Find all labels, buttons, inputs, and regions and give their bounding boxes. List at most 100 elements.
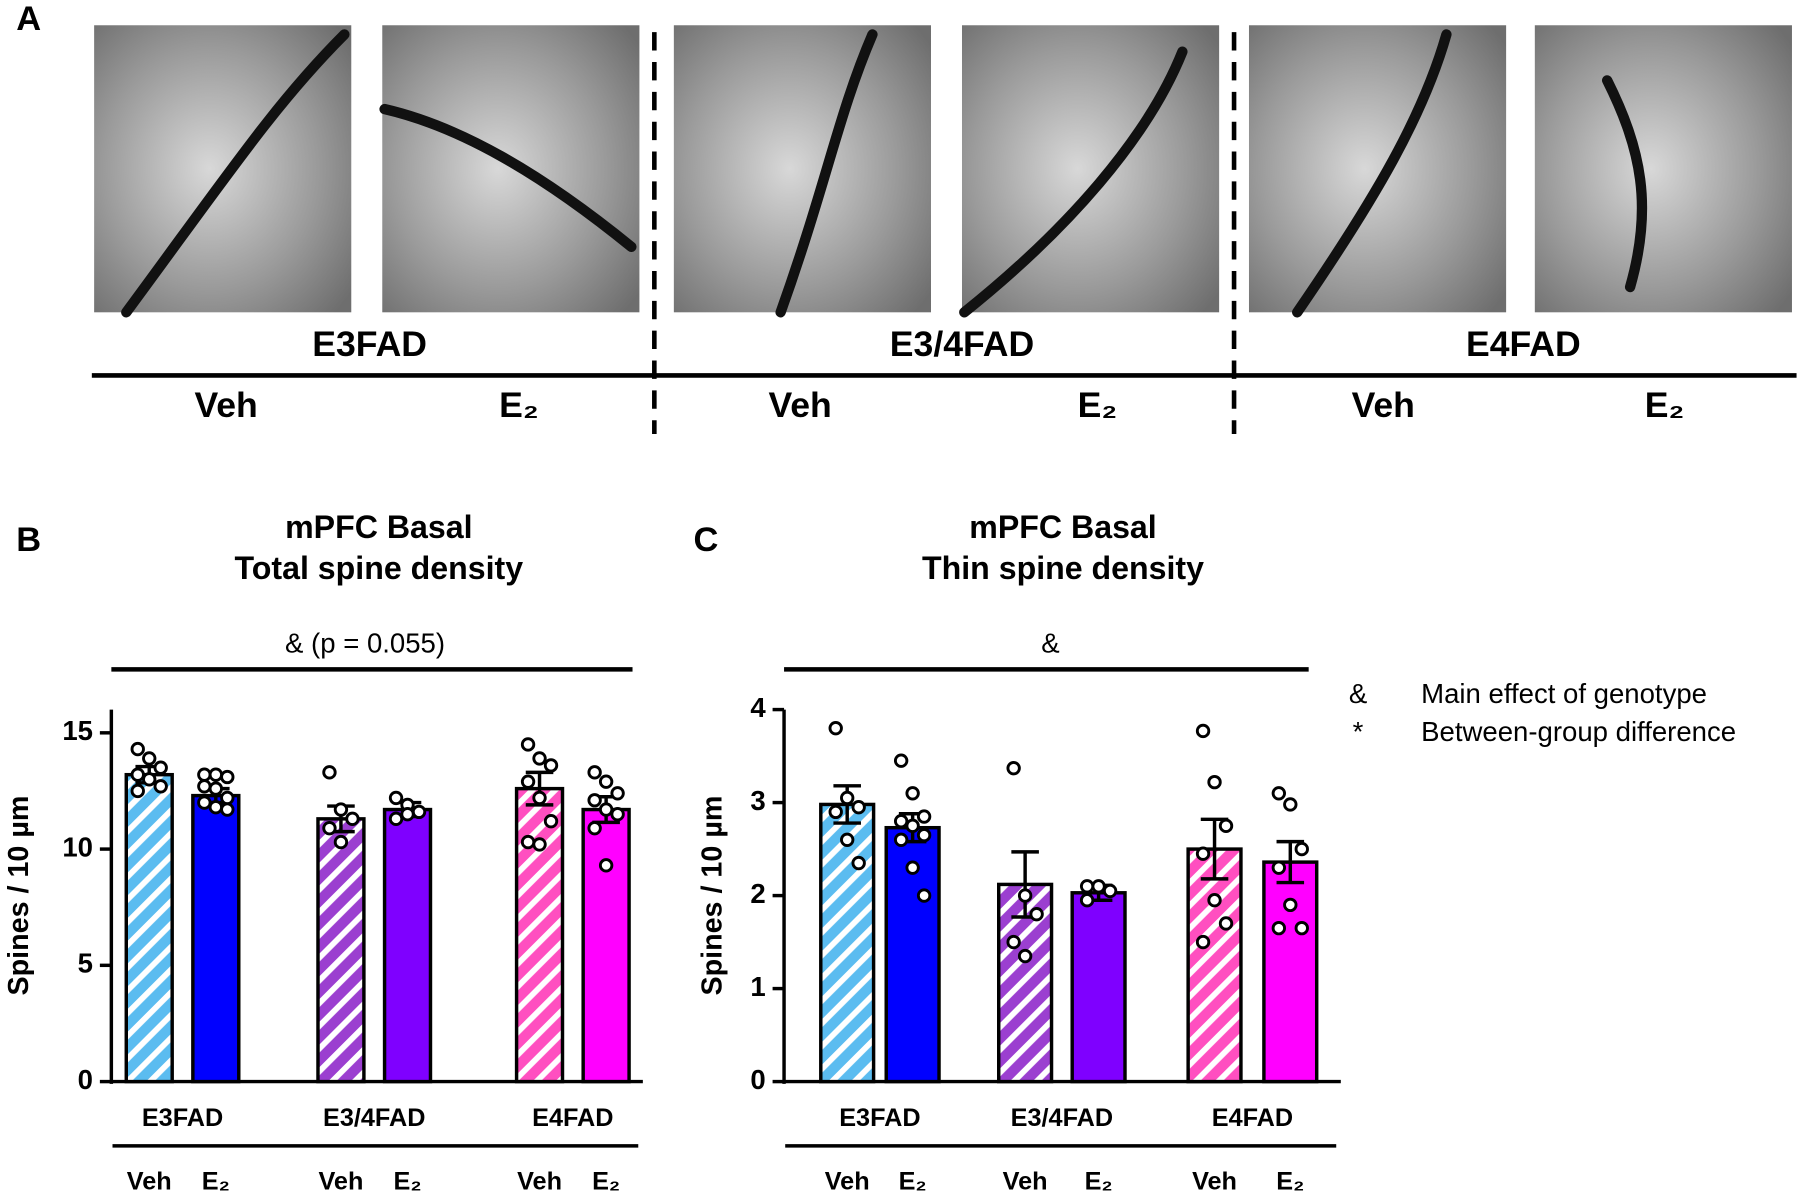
x-tick-label: Veh <box>1003 1167 1048 1195</box>
data-point <box>851 800 866 815</box>
data-point <box>322 765 337 780</box>
data-point <box>1271 786 1287 801</box>
data-point <box>197 779 212 794</box>
data-point <box>840 832 855 847</box>
x-tick-label: E₂ <box>1276 1167 1304 1195</box>
micrograph <box>1534 25 1792 313</box>
bar <box>382 807 433 1084</box>
dendrite <box>121 29 350 318</box>
data-point <box>197 767 212 782</box>
data-point <box>1283 797 1298 812</box>
legend-text: Main effect of genotype <box>1421 678 1707 709</box>
data-point <box>411 804 427 820</box>
micrograph <box>673 25 931 313</box>
legend-symbol: & <box>1349 678 1367 709</box>
data-point <box>1294 920 1309 936</box>
x-tick-label: E₂ <box>202 1167 230 1195</box>
data-point <box>333 802 349 817</box>
x-tick-label: Veh <box>1192 1167 1237 1195</box>
data-point <box>142 751 157 766</box>
y-tick-label: 3 <box>750 785 765 816</box>
treatment-label: E₂ <box>1078 385 1118 425</box>
data-point <box>130 783 145 799</box>
bar <box>581 807 631 1084</box>
data-point <box>828 721 843 736</box>
bar <box>1262 860 1319 1084</box>
data-point <box>1079 879 1095 894</box>
data-point <box>905 786 920 801</box>
annotation: & (p = 0.055) <box>285 628 445 659</box>
data-point <box>520 774 536 789</box>
treatment-label: Veh <box>195 385 258 425</box>
data-point <box>130 741 145 757</box>
data-point <box>1006 934 1021 950</box>
y-tick-label: 15 <box>62 715 93 746</box>
data-point <box>1102 883 1118 899</box>
y-tick-label: 0 <box>750 1064 765 1095</box>
genotype-label: E4FAD <box>1466 324 1581 364</box>
bar <box>514 786 565 1084</box>
chart-title: mPFC Basal <box>285 509 472 545</box>
data-point <box>840 790 855 806</box>
data-point <box>851 855 866 871</box>
data-point <box>1006 760 1021 776</box>
data-point <box>1091 879 1106 894</box>
data-point <box>532 751 547 766</box>
panel-letter: A <box>16 0 41 38</box>
x-tick-label: Veh <box>318 1167 363 1195</box>
bar <box>316 817 366 1084</box>
data-point <box>1218 916 1234 931</box>
data-point <box>220 790 235 806</box>
data-point <box>1207 774 1222 790</box>
legend-symbol: * <box>1353 716 1364 747</box>
data-point <box>208 781 223 796</box>
bar <box>1186 847 1243 1084</box>
error-bar <box>1276 839 1305 885</box>
chart-subtitle: Thin spine density <box>922 550 1204 586</box>
data-point <box>220 802 235 817</box>
chart-subtitle: Total spine density <box>235 550 524 586</box>
data-point <box>1283 897 1298 913</box>
genotype-label: E3FAD <box>312 324 427 364</box>
data-point <box>543 758 559 773</box>
data-point <box>587 820 602 836</box>
treatment-label: Veh <box>1352 385 1415 425</box>
data-point <box>598 858 614 873</box>
x-tick-label: E₂ <box>592 1167 620 1195</box>
data-point <box>893 832 909 847</box>
data-point <box>532 790 547 806</box>
data-point <box>208 800 223 815</box>
group-label: E3/4FAD <box>323 1104 425 1132</box>
x-tick-label: Veh <box>517 1167 562 1195</box>
dendrite <box>379 103 637 253</box>
y-axis-label: Spines / 10 µm <box>3 796 35 996</box>
data-point <box>1271 860 1287 875</box>
x-tick-label: E₂ <box>1085 1167 1113 1195</box>
data-point <box>388 790 404 806</box>
data-point <box>610 807 625 822</box>
legend-text: Between-group difference <box>1421 716 1736 747</box>
data-point <box>333 834 349 850</box>
dendrite <box>775 29 878 318</box>
data-point <box>1017 888 1033 903</box>
x-tick-label: Veh <box>127 1167 172 1195</box>
y-tick-label: 4 <box>750 692 766 723</box>
data-point <box>893 814 909 829</box>
treatment-label: E₂ <box>1645 385 1685 425</box>
group-label: E3FAD <box>839 1104 920 1132</box>
data-point <box>220 769 235 785</box>
micrograph <box>382 25 640 313</box>
group-label: E4FAD <box>1212 1104 1293 1132</box>
data-point <box>905 818 920 834</box>
annotation: & <box>1041 628 1059 659</box>
x-tick-label: E₂ <box>899 1167 927 1195</box>
panel-letter: B <box>16 521 41 559</box>
data-point <box>1029 907 1044 922</box>
treatment-label: E₂ <box>499 385 539 425</box>
data-point <box>197 795 212 810</box>
y-axis-label: Spines / 10 µm <box>697 796 729 996</box>
data-point <box>1218 818 1234 834</box>
bar <box>124 772 174 1084</box>
data-point <box>598 774 614 789</box>
